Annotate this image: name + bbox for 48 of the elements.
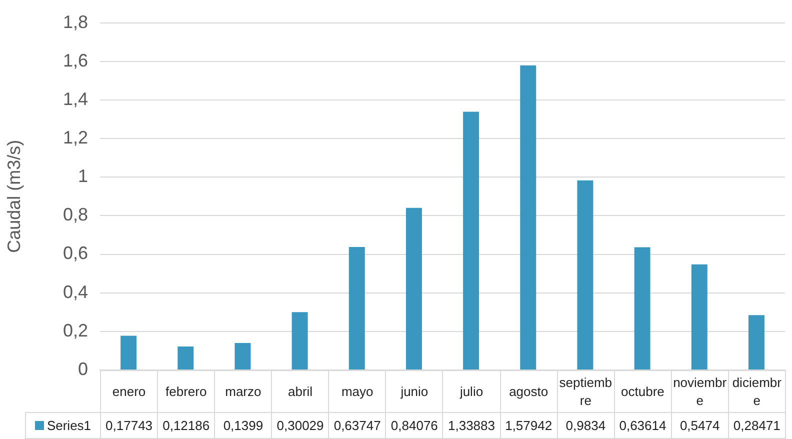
y-tick-label: 1,6 [62,50,88,70]
x-tick-label: septiembre [557,370,614,412]
y-tick-label: 1 [78,166,88,186]
data-label: 0,30029 [272,412,329,438]
data-label: 0,1399 [214,412,272,438]
x-tick-label: noviembre [671,370,728,412]
data-label: 0,63614 [614,412,672,438]
data-label: 0,12186 [158,412,215,438]
bar [634,247,650,370]
bar [748,315,764,370]
bar [691,264,708,370]
x-tick-label: octubre [614,370,672,412]
bar [463,112,480,370]
y-axis-title: Caudal (m3/s) [4,140,24,253]
x-tick-label: julio [442,370,500,412]
y-tick-label: 0,8 [62,204,88,225]
x-tick-label: marzo [214,370,272,412]
x-tick-label: febrero [158,370,215,412]
bar [178,346,194,370]
bar [520,65,536,370]
data-label: 0,9834 [557,412,614,438]
x-tick-label: mayo [328,370,386,412]
x-tick-label: abril [272,370,329,412]
x-tick-label: junio [386,370,443,412]
bar [406,208,422,370]
bar [120,336,137,370]
bar [348,247,365,370]
y-tick-label: 1,2 [62,128,88,148]
y-tick-label: 0,2 [62,320,88,340]
legend-label: Series1 [26,412,100,438]
x-tick-label: enero [100,370,158,412]
y-tick-label: 0,4 [62,282,88,302]
data-label: 0,28471 [728,412,786,438]
y-tick-label: 0 [78,358,88,379]
data-label: 1,57942 [500,412,558,438]
y-tick-label: 1,8 [62,12,88,32]
data-label: 1,33883 [442,412,500,438]
bar [234,343,251,370]
x-tick-label: diciembre [728,370,786,412]
bar [577,180,594,370]
x-tick-label: agosto [500,370,558,412]
y-tick-label: 0,6 [62,243,88,264]
data-label: 0,5474 [671,412,728,438]
y-tick-label: 1,4 [62,88,88,109]
data-label: 0,84076 [386,412,443,438]
bar [292,312,308,370]
data-label: 0,63747 [328,412,386,438]
data-label: 0,17743 [100,412,158,438]
